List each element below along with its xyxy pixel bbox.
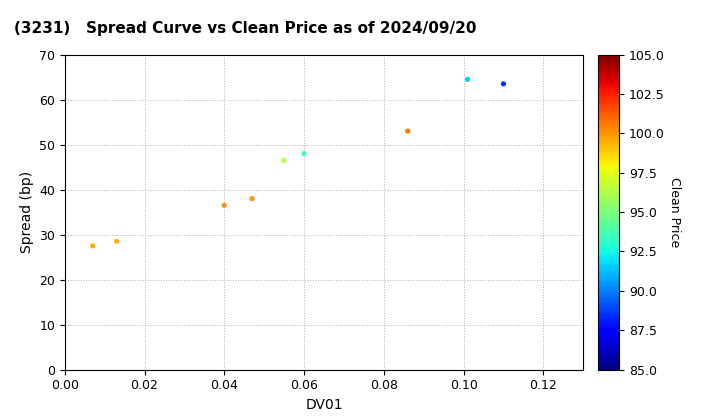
Text: (3231)   Spread Curve vs Clean Price as of 2024/09/20: (3231) Spread Curve vs Clean Price as of… [14,21,477,36]
Point [219,202,230,209]
Point [279,157,290,164]
Point [298,150,310,157]
Point [87,242,99,249]
Point [498,81,509,87]
Point [111,238,122,245]
Point [402,128,413,134]
Point [462,76,473,83]
Point [246,195,258,202]
Y-axis label: Spread (bp): Spread (bp) [19,171,34,253]
X-axis label: DV01: DV01 [305,398,343,412]
Y-axis label: Clean Price: Clean Price [668,177,681,247]
